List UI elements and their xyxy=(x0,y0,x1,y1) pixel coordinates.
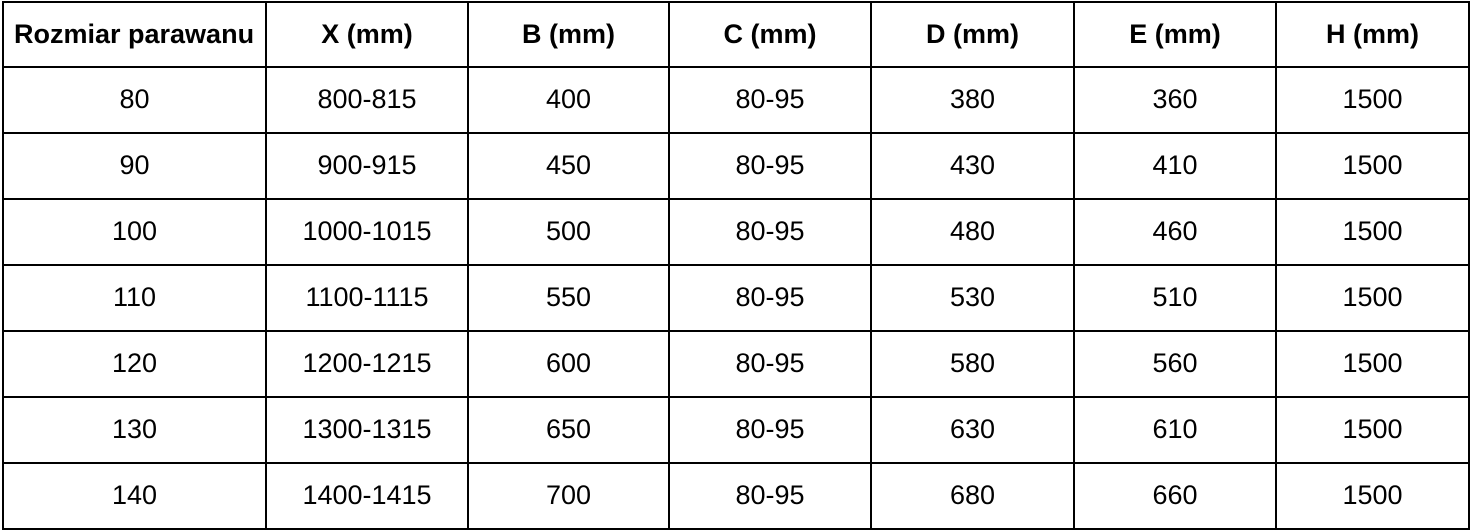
cell-e: 560 xyxy=(1073,330,1277,398)
cell-h: 1500 xyxy=(1275,264,1470,332)
cell-e: 410 xyxy=(1073,132,1277,200)
cell-b: 450 xyxy=(467,132,670,200)
cell-size: 140 xyxy=(2,462,267,530)
cell-e: 610 xyxy=(1073,396,1277,464)
table-row: 100 1000-1015 500 80-95 480 460 1500 xyxy=(2,198,1470,266)
cell-b: 550 xyxy=(467,264,670,332)
cell-size: 110 xyxy=(2,264,267,332)
cell-h: 1500 xyxy=(1275,132,1470,200)
cell-d: 580 xyxy=(870,330,1075,398)
cell-h: 1500 xyxy=(1275,66,1470,134)
cell-b: 700 xyxy=(467,462,670,530)
cell-c: 80-95 xyxy=(668,264,872,332)
cell-e: 460 xyxy=(1073,198,1277,266)
cell-size: 120 xyxy=(2,330,267,398)
table-row: 120 1200-1215 600 80-95 580 560 1500 xyxy=(2,330,1470,398)
cell-h: 1500 xyxy=(1275,462,1470,530)
table-row: 80 800-815 400 80-95 380 360 1500 xyxy=(2,66,1470,134)
cell-b: 600 xyxy=(467,330,670,398)
cell-e: 360 xyxy=(1073,66,1277,134)
cell-c: 80-95 xyxy=(668,330,872,398)
cell-size: 100 xyxy=(2,198,267,266)
cell-x: 1100-1115 xyxy=(265,264,469,332)
cell-c: 80-95 xyxy=(668,66,872,134)
cell-c: 80-95 xyxy=(668,198,872,266)
cell-e: 510 xyxy=(1073,264,1277,332)
cell-size: 80 xyxy=(2,66,267,134)
cell-size: 130 xyxy=(2,396,267,464)
table-row: 140 1400-1415 700 80-95 680 660 1500 xyxy=(2,462,1470,530)
column-header-h: H (mm) xyxy=(1275,1,1470,68)
cell-x: 800-815 xyxy=(265,66,469,134)
cell-x: 1300-1315 xyxy=(265,396,469,464)
cell-b: 650 xyxy=(467,396,670,464)
cell-d: 630 xyxy=(870,396,1075,464)
cell-x: 900-915 xyxy=(265,132,469,200)
cell-d: 480 xyxy=(870,198,1075,266)
table-row: 130 1300-1315 650 80-95 630 610 1500 xyxy=(2,396,1470,464)
column-header-rozmiar-parawanu: Rozmiar parawanu xyxy=(2,1,267,68)
column-header-c: C (mm) xyxy=(668,1,872,68)
cell-c: 80-95 xyxy=(668,462,872,530)
column-header-x: X (mm) xyxy=(265,1,469,68)
column-header-d: D (mm) xyxy=(870,1,1075,68)
table-row: 90 900-915 450 80-95 430 410 1500 xyxy=(2,132,1470,200)
cell-c: 80-95 xyxy=(668,396,872,464)
column-header-e: E (mm) xyxy=(1073,1,1277,68)
column-header-b: B (mm) xyxy=(467,1,670,68)
cell-h: 1500 xyxy=(1275,198,1470,266)
cell-d: 380 xyxy=(870,66,1075,134)
cell-b: 400 xyxy=(467,66,670,134)
cell-b: 500 xyxy=(467,198,670,266)
cell-d: 430 xyxy=(870,132,1075,200)
cell-x: 1200-1215 xyxy=(265,330,469,398)
cell-e: 660 xyxy=(1073,462,1277,530)
cell-c: 80-95 xyxy=(668,132,872,200)
table-body: 80 800-815 400 80-95 380 360 1500 90 900… xyxy=(2,66,1470,530)
cell-d: 680 xyxy=(870,462,1075,530)
cell-d: 530 xyxy=(870,264,1075,332)
cell-h: 1500 xyxy=(1275,396,1470,464)
table-header: Rozmiar parawanu X (mm) B (mm) C (mm) D … xyxy=(2,1,1470,68)
table-header-row: Rozmiar parawanu X (mm) B (mm) C (mm) D … xyxy=(2,1,1470,68)
cell-size: 90 xyxy=(2,132,267,200)
cell-h: 1500 xyxy=(1275,330,1470,398)
cell-x: 1000-1015 xyxy=(265,198,469,266)
cell-x: 1400-1415 xyxy=(265,462,469,530)
table-row: 110 1100-1115 550 80-95 530 510 1500 xyxy=(2,264,1470,332)
